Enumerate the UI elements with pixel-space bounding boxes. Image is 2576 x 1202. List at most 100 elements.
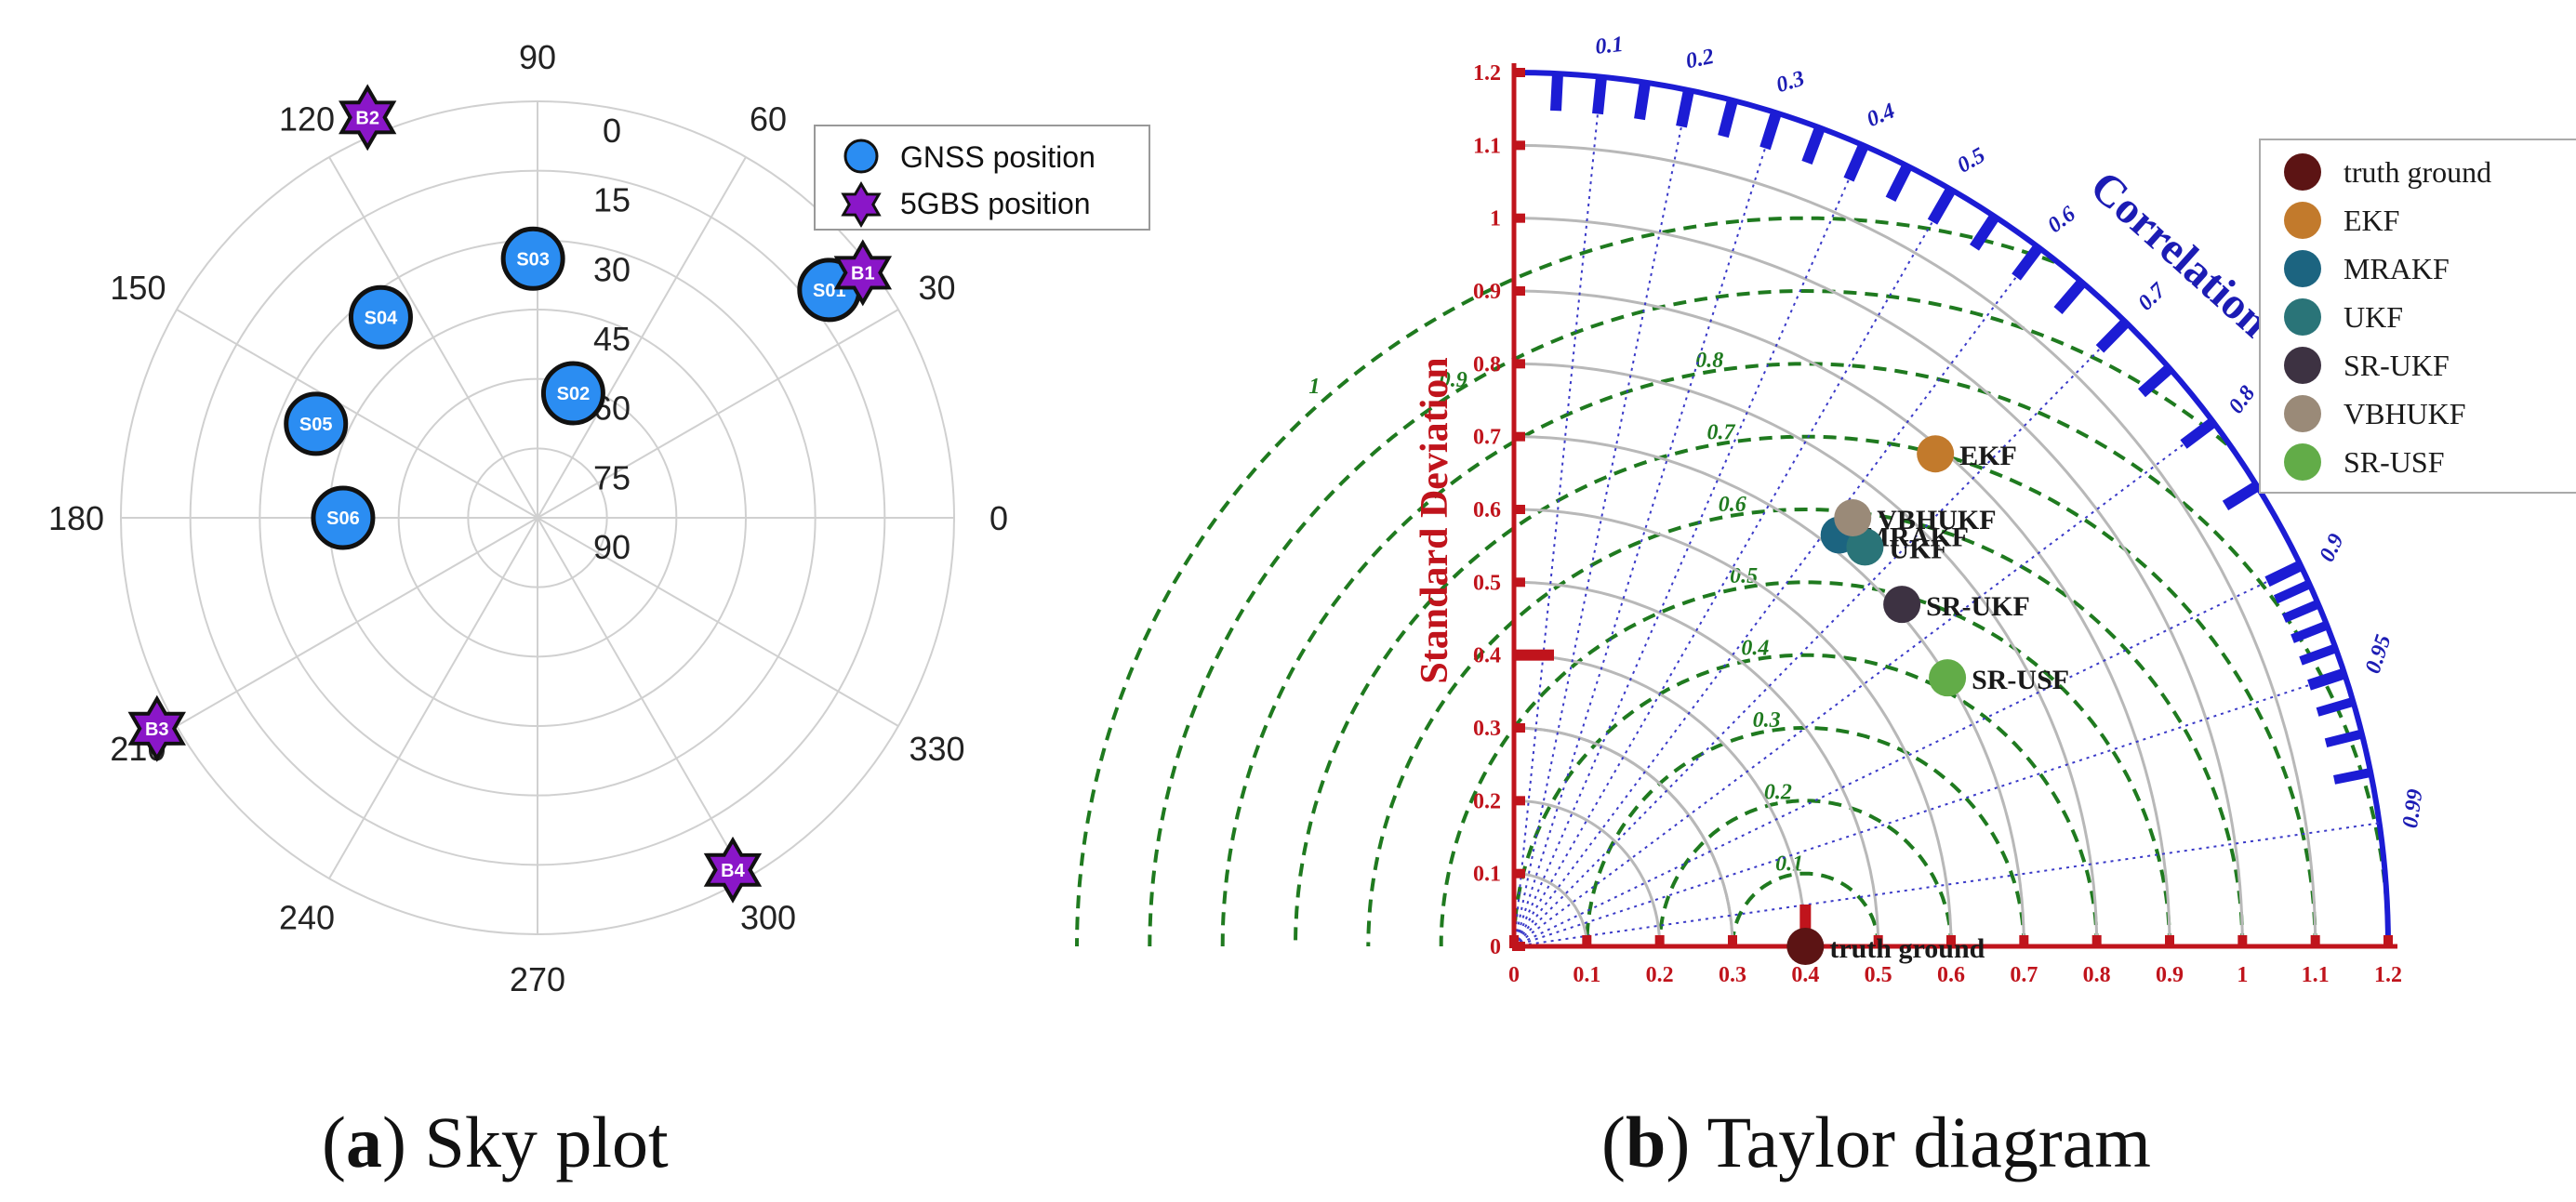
taylor-std-arc xyxy=(1513,726,1734,947)
taylor-correlation-tick-mark xyxy=(2012,244,2043,281)
sky-plot-legend: GNSS position 5GBS position xyxy=(814,125,1150,231)
taylor-y-tick-mark xyxy=(1512,796,1525,806)
taylor-correlation-tick-mark xyxy=(2264,560,2304,588)
taylor-x-tick-label: 0.7 xyxy=(2010,963,2038,987)
caption-b-text: Taylor diagram xyxy=(1706,1102,2151,1182)
taylor-legend-label: SR-UKF xyxy=(2344,349,2450,382)
sky-plot-grid xyxy=(120,100,955,935)
taylor-y-tick-mark xyxy=(1512,868,1525,878)
taylor-correlation-tick-mark xyxy=(2333,768,2372,785)
taylor-correlation-tick-mark xyxy=(2273,579,2312,604)
taylor-x-tick-mark xyxy=(2237,935,2248,948)
taylor-correlation-tick-label: 0.8 xyxy=(2224,381,2261,418)
taylor-reference-marker-y xyxy=(1512,649,1554,661)
legend-gnss-label: GNSS position xyxy=(900,140,1095,174)
sky-elevation-tick-label: 45 xyxy=(593,320,631,358)
taylor-rmsd-arc xyxy=(1075,216,2055,947)
taylor-legend-label: truth ground xyxy=(2344,155,2491,189)
taylor-legend-label: EKF xyxy=(2344,204,2399,237)
caption-a-text: Sky plot xyxy=(424,1102,669,1182)
taylor-point-label: VBHUKF xyxy=(1877,505,1996,535)
taylor-y-tick-mark xyxy=(1512,213,1525,223)
sky-elevation-tick-label: 75 xyxy=(593,458,631,496)
sky-azimuth-tick-label: 330 xyxy=(910,730,965,768)
sky-azimuth-tick-label: 300 xyxy=(740,899,796,937)
taylor-rmsd-arc xyxy=(1731,871,1880,946)
gnss-satellite-label: S05 xyxy=(299,415,333,435)
caption-a-letter: a xyxy=(346,1102,382,1182)
taylor-correlation-tick-mark xyxy=(2180,417,2217,449)
sky-grid-spoke xyxy=(537,309,899,519)
taylor-correlation-tick-mark xyxy=(1843,143,1869,182)
taylor-y-tick-label: 0.5 xyxy=(1473,571,1501,595)
gnss-satellite-label: S03 xyxy=(516,249,550,270)
taylor-y-axis-label: Standard Deviation xyxy=(1414,357,1456,683)
taylor-point-label: EKF xyxy=(1959,441,2017,471)
gnss-satellite-marker xyxy=(500,226,565,291)
taylor-legend-marker xyxy=(2284,153,2321,191)
taylor-correlation-tick-label: 0.5 xyxy=(1953,143,1989,178)
taylor-correlation-tick-mark xyxy=(2324,729,2364,748)
taylor-rmsd-arc xyxy=(1366,507,2245,947)
taylor-correlation-tick-mark xyxy=(1676,88,1694,128)
taylor-correlation-tick-label: 0.4 xyxy=(1864,99,1899,132)
taylor-point-label: SR-USF xyxy=(1972,665,2069,695)
taylor-y-tick-label: 1.1 xyxy=(1473,134,1501,158)
5gbs-station-label: B4 xyxy=(721,861,745,881)
taylor-correlation-tick-label: 0.3 xyxy=(1773,66,1807,98)
taylor-std-arc xyxy=(1513,654,1807,947)
taylor-rmsd-arc xyxy=(1512,653,2099,947)
taylor-correlation-tick-label: 0.1 xyxy=(1594,33,1624,59)
5gbs-station-label: B3 xyxy=(145,720,169,740)
taylor-point-marker xyxy=(1929,659,1967,697)
taylor-x-tick-label: 0.3 xyxy=(1719,963,1746,987)
taylor-correlation-tick-mark xyxy=(1801,125,1826,165)
taylor-correlation-tick-mark xyxy=(1885,163,1913,202)
taylor-x-tick-mark xyxy=(1582,935,1592,948)
taylor-y-tick-mark xyxy=(1512,359,1525,369)
taylor-correlation-ray xyxy=(1513,145,1865,947)
taylor-legend-marker xyxy=(2284,395,2321,432)
taylor-correlation-tick-mark xyxy=(1969,213,2000,251)
taylor-rmsd-label: 1 xyxy=(1308,375,1320,399)
taylor-rmsd-label: 0.1 xyxy=(1775,852,1803,877)
taylor-correlation-tick-mark xyxy=(2291,620,2330,643)
taylor-std-arcs xyxy=(1513,70,2391,947)
taylor-y-tick-mark xyxy=(1512,140,1525,151)
taylor-rmsd-label: 0.6 xyxy=(1719,493,1746,517)
gnss-satellite-label: S06 xyxy=(326,509,360,529)
gnss-satellite-marker xyxy=(540,361,605,426)
taylor-x-tick-mark xyxy=(2019,935,2029,948)
taylor-std-arc xyxy=(1513,872,1588,947)
taylor-legend-label: UKF xyxy=(2344,300,2403,334)
taylor-point-marker xyxy=(1883,586,1921,624)
taylor-rmsd-arc xyxy=(1439,580,2171,947)
taylor-legend-marker xyxy=(2284,202,2321,239)
taylor-std-arc xyxy=(1513,508,1953,947)
sky-azimuth-tick-label: 180 xyxy=(48,499,104,537)
taylor-y-tick-label: 0.4 xyxy=(1473,644,1501,668)
taylor-x-tick-label: 0 xyxy=(1508,963,1520,987)
taylor-points: truth groundEKFMRAKFUKFSR-UKFVBHUKFSR-US… xyxy=(1786,435,2069,965)
sky-grid-spoke xyxy=(537,517,899,727)
taylor-y-tick-label: 0.9 xyxy=(1473,280,1501,304)
taylor-std-arc xyxy=(1513,362,2099,947)
taylor-correlation-tick-mark xyxy=(1718,99,1738,139)
taylor-rmsd-arc xyxy=(1657,799,1953,946)
taylor-y-tick-label: 0 xyxy=(1490,935,1501,959)
sky-grid-spoke xyxy=(176,517,538,727)
taylor-y-tick-label: 0.8 xyxy=(1473,352,1501,376)
taylor-x-tick-label: 0.5 xyxy=(1865,963,1892,987)
taylor-y-tick-label: 0.1 xyxy=(1473,863,1501,887)
gnss-satellite-label: S02 xyxy=(557,384,591,404)
taylor-std-arc xyxy=(1513,289,2171,947)
5gbs-station-marker xyxy=(833,239,893,307)
taylor-point-marker xyxy=(1917,435,1955,473)
legend-gnss-marker xyxy=(843,139,879,174)
taylor-correlation-tick-mark xyxy=(1927,186,1957,225)
taylor-x-tick-label: 0.8 xyxy=(2083,963,2111,987)
sky-azimuth-tick-label: 90 xyxy=(519,38,556,76)
taylor-y-tick-label: 0.2 xyxy=(1473,789,1501,813)
